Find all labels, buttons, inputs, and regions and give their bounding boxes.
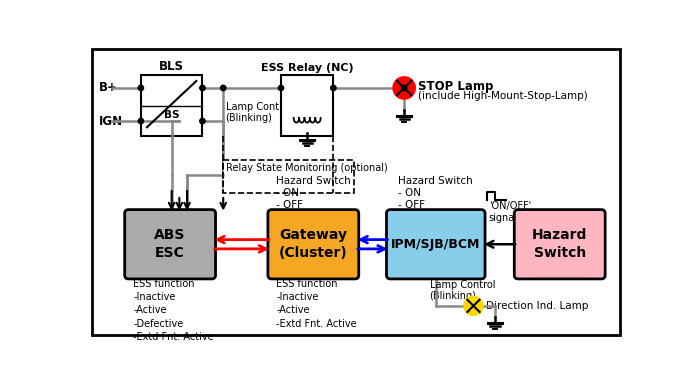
Text: IGN: IGN	[99, 114, 124, 128]
Text: Relay State Monitoring (optional): Relay State Monitoring (optional)	[226, 163, 388, 173]
Text: Lamp Control
(Blinking): Lamp Control (Blinking)	[430, 280, 495, 301]
Circle shape	[288, 85, 296, 93]
Text: 'ON/OFF'
signal: 'ON/OFF' signal	[489, 201, 531, 223]
Text: Hazard Switch
- ON
- OFF: Hazard Switch - ON - OFF	[276, 176, 350, 210]
Bar	[141, 75, 203, 136]
Text: BS: BS	[164, 110, 179, 120]
Text: Hazard
Switch: Hazard Switch	[532, 228, 587, 260]
FancyBboxPatch shape	[268, 210, 359, 279]
Text: Lamp Control
(Blinking): Lamp Control (Blinking)	[226, 102, 291, 124]
Circle shape	[291, 97, 300, 105]
Circle shape	[464, 297, 483, 315]
FancyBboxPatch shape	[92, 49, 620, 335]
Circle shape	[402, 85, 407, 91]
Text: ESS function
-Inactive
-Active
-Extd Fnt. Active: ESS function -Inactive -Active -Extd Fnt…	[276, 279, 357, 328]
FancyBboxPatch shape	[125, 210, 216, 279]
Bar	[281, 75, 333, 136]
Circle shape	[138, 118, 144, 124]
Circle shape	[221, 85, 226, 91]
Circle shape	[393, 77, 415, 99]
FancyBboxPatch shape	[223, 160, 354, 193]
Text: Gateway
(Cluster): Gateway (Cluster)	[279, 228, 348, 260]
Text: IPM/SJB/BCM: IPM/SJB/BCM	[391, 238, 480, 251]
Text: ESS function
-Inactive
-Active
-Defective
-Extd Fnt. Active: ESS function -Inactive -Active -Defectiv…	[133, 279, 214, 342]
Text: ABS
ESC: ABS ESC	[155, 228, 186, 260]
Text: Direction Ind. Lamp: Direction Ind. Lamp	[486, 301, 589, 311]
FancyBboxPatch shape	[514, 210, 605, 279]
Text: Hazard Switch
- ON
- OFF: Hazard Switch - ON - OFF	[398, 176, 473, 210]
Text: B+: B+	[99, 81, 118, 95]
Circle shape	[296, 85, 303, 93]
Circle shape	[330, 85, 336, 91]
FancyBboxPatch shape	[387, 210, 485, 279]
Text: (include High-Mount-Stop-Lamp): (include High-Mount-Stop-Lamp)	[418, 91, 588, 101]
Text: ESS Relay (NC): ESS Relay (NC)	[261, 63, 353, 73]
Circle shape	[200, 85, 205, 91]
Circle shape	[138, 85, 144, 91]
Text: STOP Lamp: STOP Lamp	[418, 80, 493, 93]
Circle shape	[278, 85, 284, 91]
Circle shape	[200, 118, 205, 124]
Text: BLS: BLS	[159, 60, 184, 73]
